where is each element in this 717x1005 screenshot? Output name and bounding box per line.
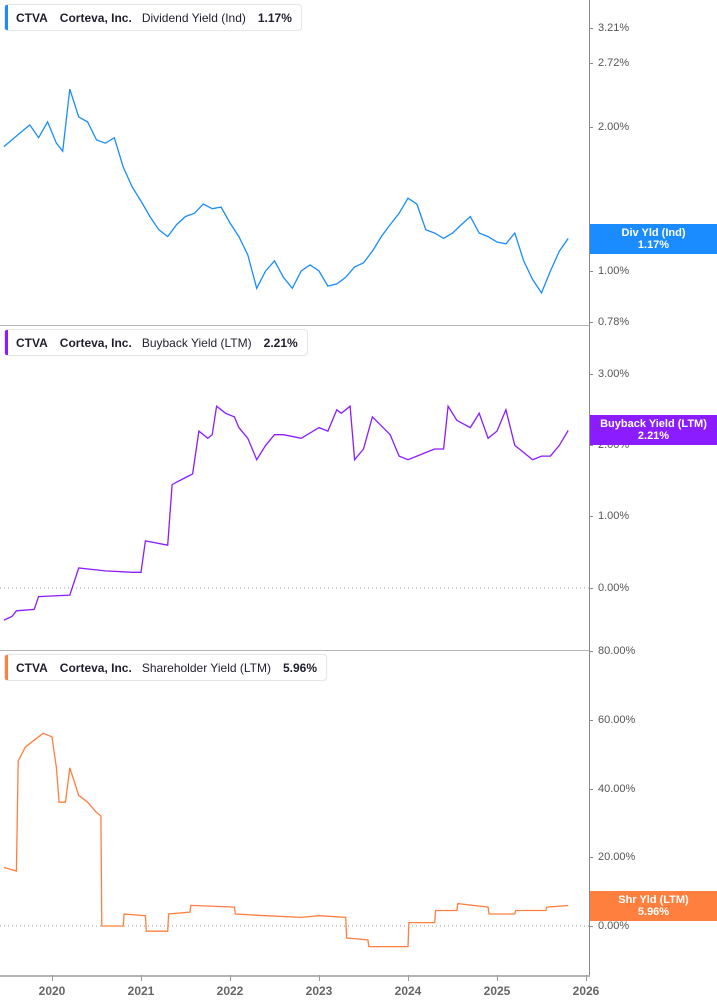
y-axis-line [589,0,590,975]
legend-value: 5.96% [282,660,318,675]
x-axis [0,975,590,977]
x-tick [52,975,53,981]
price-label-name: Div Yld (Ind) [621,227,686,239]
x-tick [319,975,320,981]
y-tick: 2.00% [590,121,629,133]
legend-value: 1.17% [257,10,292,25]
legend-color-bar [5,330,8,355]
y-tick: 1.00% [590,510,629,522]
price-label-value: 5.96% [637,906,670,918]
x-tick [141,975,142,981]
y-tick: 0.00% [590,920,629,932]
legend-ticker: CTVA [16,10,48,25]
legend-ticker: CTVA [16,335,48,350]
x-label: 2025 [483,984,511,998]
y-tick: 80.00% [590,645,635,657]
dividend-yield-line [3,88,569,295]
legend-dividend-yield[interactable]: CTVA Corteva, Inc. Dividend Yield (Ind) … [4,4,302,31]
x-label: 2023 [305,984,333,998]
x-label: 2022 [216,984,244,998]
y-tick: 2.72% [590,57,629,69]
price-label-value: 2.21% [637,430,670,442]
y-tick: 3.00% [590,368,629,380]
legend-color-bar [5,5,8,30]
x-label: 2026 [572,984,600,998]
y-tick: 40.00% [590,783,635,795]
y-tick: 20.00% [590,851,635,863]
y-tick: 0.78% [590,316,629,328]
x-tick [408,975,409,981]
legend-value: 2.21% [263,335,298,350]
legend-ticker: CTVA [16,660,48,675]
shareholder-yield-line [3,732,569,948]
legend-buyback-yield[interactable]: CTVA Corteva, Inc. Buyback Yield (LTM) 2… [4,329,308,356]
x-tick [230,975,231,981]
y-tick: 60.00% [590,714,635,726]
legend-company: Corteva, Inc. [59,335,132,350]
legend-company: Corteva, Inc. [59,10,132,25]
legend-metric: Shareholder Yield (LTM) [141,660,271,675]
x-tick [497,975,498,981]
legend-metric: Dividend Yield (Ind) [141,10,246,25]
price-label-shareholder: Shr Yld (LTM) 5.96% [590,891,717,921]
y-tick: 3.21% [590,22,629,34]
legend-company: Corteva, Inc. [59,660,132,675]
buyback-yield-line [3,404,569,621]
panel-divider-1 [0,325,590,326]
x-label: 2024 [394,984,422,998]
price-label-name: Shr Yld (LTM) [618,894,689,906]
legend-metric: Buyback Yield (LTM) [141,335,252,350]
y-tick: 0.00% [590,582,629,594]
price-label-value: 1.17% [637,239,670,251]
x-tick [586,975,587,981]
x-label: 2021 [127,984,155,998]
legend-shareholder-yield[interactable]: CTVA Corteva, Inc. Shareholder Yield (LT… [4,654,328,681]
price-label-buyback: Buyback Yield (LTM) 2.21% [590,415,717,445]
price-label-dividend: Div Yld (Ind) 1.17% [590,224,717,254]
y-tick: 1.00% [590,265,629,277]
panel-divider-2 [0,650,590,651]
legend-color-bar [5,655,8,680]
x-label: 2020 [38,984,66,998]
price-label-name: Buyback Yield (LTM) [600,418,707,430]
